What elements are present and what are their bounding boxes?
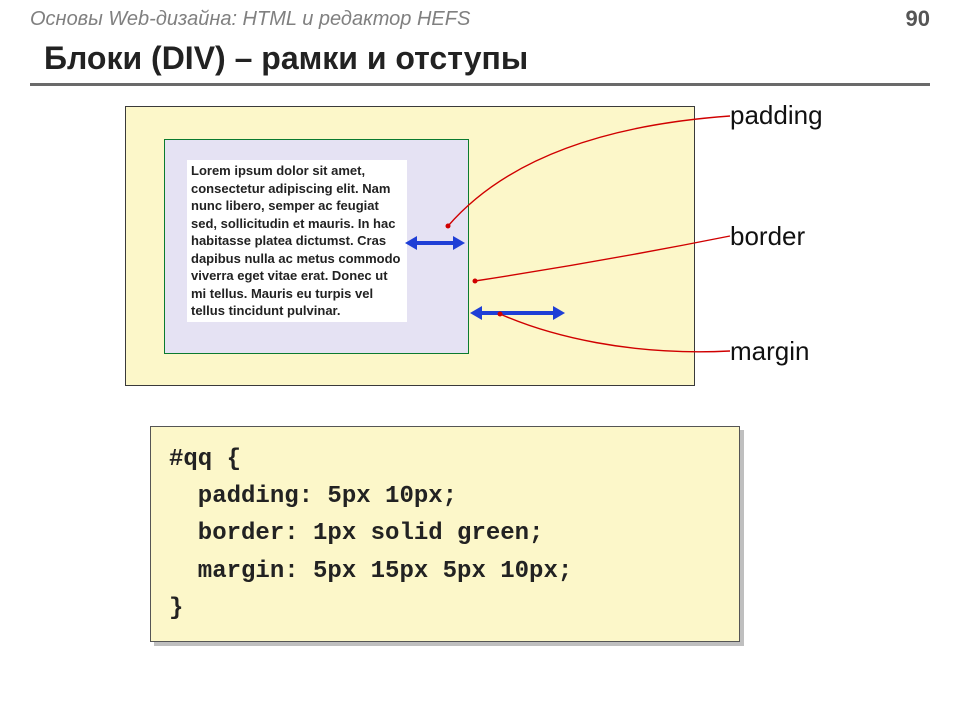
label-border: border [730, 221, 805, 252]
border-box: Lorem ipsum dolor sit amet, consectetur … [164, 139, 469, 354]
code-line: #qq { [169, 446, 241, 473]
label-margin: margin [730, 336, 809, 367]
code-line: border: 1px solid green; [169, 520, 543, 547]
header-bar: Основы Web-дизайна: HTML и редактор HEFS… [0, 0, 960, 36]
breadcrumb: Основы Web-дизайна: HTML и редактор HEFS [30, 8, 470, 31]
content-box: Lorem ipsum dolor sit amet, consectetur … [187, 160, 407, 322]
code-line: padding: 5px 10px; [169, 483, 457, 510]
padding-arrow [415, 241, 455, 245]
margin-arrow [480, 311, 555, 315]
diagram-stage: Lorem ipsum dolor sit amet, consectetur … [30, 106, 930, 706]
code-line: margin: 5px 15px 5px 10px; [169, 558, 572, 585]
page-title: Блоки (DIV) – рамки и отступы [30, 36, 930, 86]
page-number: 90 [906, 6, 930, 32]
code-line: } [169, 595, 183, 622]
label-padding: padding [730, 100, 823, 131]
code-panel: #qq { padding: 5px 10px; border: 1px sol… [150, 426, 740, 642]
